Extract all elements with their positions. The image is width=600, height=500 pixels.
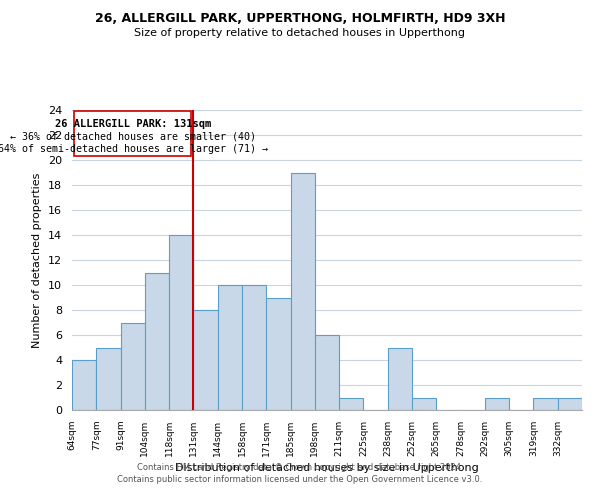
Bar	[74, 112, 191, 156]
Bar	[72, 360, 96, 410]
Bar	[169, 235, 193, 410]
Bar	[193, 310, 218, 410]
Bar	[121, 322, 145, 410]
Bar	[533, 398, 558, 410]
Bar	[145, 272, 169, 410]
Bar	[412, 398, 436, 410]
Bar	[485, 398, 509, 410]
Text: 26 ALLERGILL PARK: 131sqm: 26 ALLERGILL PARK: 131sqm	[55, 119, 211, 129]
Bar	[315, 335, 339, 410]
Bar	[388, 348, 412, 410]
Bar	[266, 298, 290, 410]
Bar	[218, 285, 242, 410]
Y-axis label: Number of detached properties: Number of detached properties	[32, 172, 43, 348]
Text: Contains HM Land Registry data © Crown copyright and database right 2024.: Contains HM Land Registry data © Crown c…	[137, 464, 463, 472]
Text: Contains public sector information licensed under the Open Government Licence v3: Contains public sector information licen…	[118, 475, 482, 484]
Bar	[558, 398, 582, 410]
Text: ← 36% of detached houses are smaller (40): ← 36% of detached houses are smaller (40…	[10, 132, 256, 141]
Bar	[96, 348, 121, 410]
Text: 64% of semi-detached houses are larger (71) →: 64% of semi-detached houses are larger (…	[0, 144, 268, 154]
Bar	[242, 285, 266, 410]
X-axis label: Distribution of detached houses by size in Upperthong: Distribution of detached houses by size …	[175, 463, 479, 473]
Text: Size of property relative to detached houses in Upperthong: Size of property relative to detached ho…	[134, 28, 466, 38]
Bar	[339, 398, 364, 410]
Text: 26, ALLERGILL PARK, UPPERTHONG, HOLMFIRTH, HD9 3XH: 26, ALLERGILL PARK, UPPERTHONG, HOLMFIRT…	[95, 12, 505, 26]
Bar	[290, 172, 315, 410]
